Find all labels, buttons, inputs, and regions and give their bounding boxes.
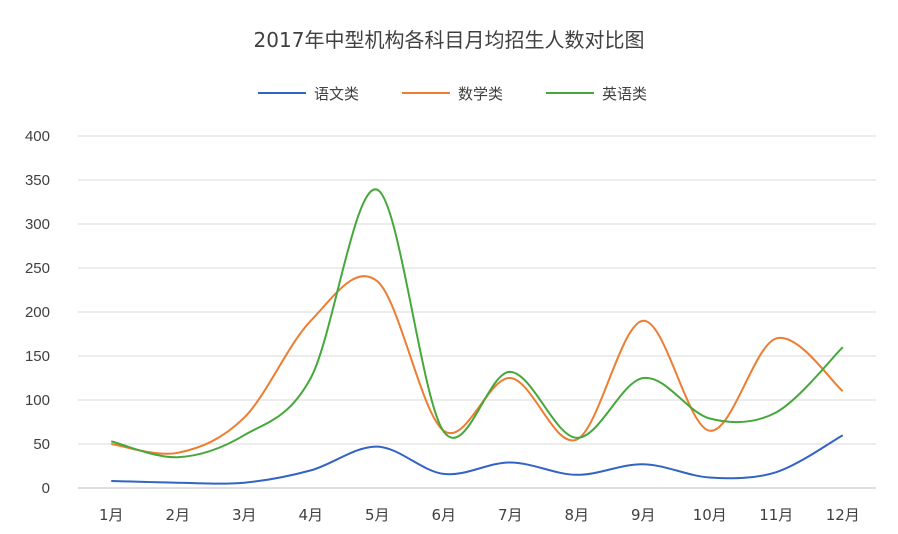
x-axis-ticks: 1月 2月 3月 4月 5月 6月 7月 8月 9月 10月 11月 12月 [99,506,860,524]
x-tick-label: 9月 [631,506,656,524]
x-tick-label: 7月 [498,506,523,524]
y-tick-label: 50 [33,436,50,453]
x-tick-label: 5月 [365,506,390,524]
x-tick-label: 11月 [759,506,793,524]
series-line-2 [111,275,844,455]
y-tick-label: 350 [25,172,50,189]
y-tick-label: 300 [25,216,50,233]
y-tick-label: 400 [25,128,50,145]
chart-title: 2017年中型机构各科目月均招生人数对比图 [254,28,645,52]
y-tick-label: 150 [25,348,50,365]
legend-label: 语文类 [314,85,359,103]
y-tick-label: 100 [25,392,50,409]
x-tick-label: 1月 [99,506,124,524]
y-tick-label: 0 [42,480,50,497]
x-tick-label: 12月 [826,506,860,524]
x-tick-label: 4月 [298,506,323,524]
series-lines [111,188,844,485]
x-tick-label: 3月 [232,506,257,524]
gridlines [78,135,876,489]
x-tick-label: 6月 [431,506,456,524]
series-line-1 [111,434,844,485]
x-tick-label: 2月 [165,506,190,524]
legend-label: 英语类 [602,85,647,103]
x-tick-label: 8月 [564,506,589,524]
series-line-3 [111,188,844,459]
x-tick-label: 10月 [693,506,727,524]
legend: 语文类 数学类 英语类 [258,85,647,103]
y-axis-ticks: 0 50 100 150 200 250 300 350 400 [25,128,50,497]
y-tick-label: 200 [25,304,50,321]
y-tick-label: 250 [25,260,50,277]
legend-label: 数学类 [458,85,503,103]
